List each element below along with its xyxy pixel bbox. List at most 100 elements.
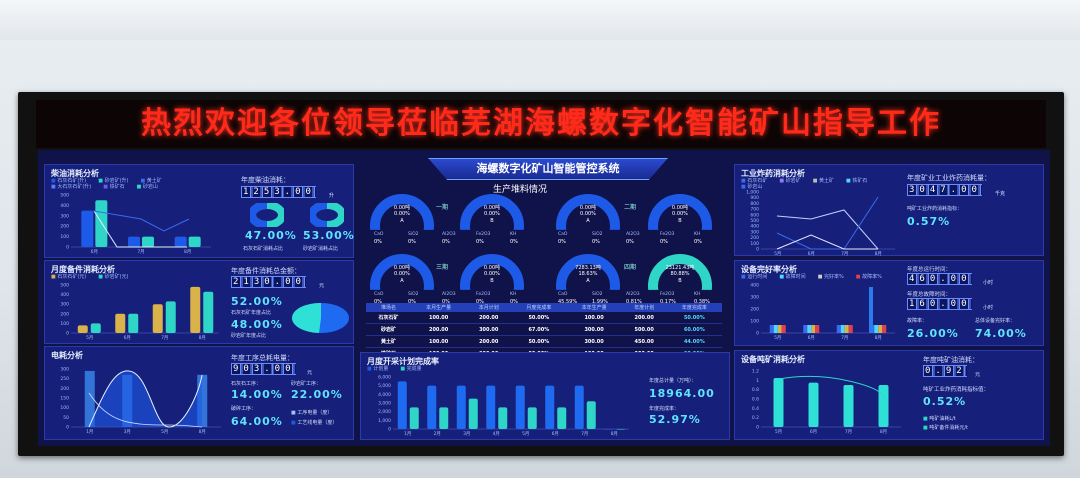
x-tick: 5月: [86, 335, 93, 341]
area: [89, 370, 202, 427]
x-tick: 7月: [161, 335, 168, 341]
table-cell: 500.00: [621, 323, 667, 336]
y-tick: 400: [60, 203, 69, 209]
element-name: SiO2: [592, 232, 603, 237]
gauge-value: 7283.13吨: [575, 265, 601, 271]
unit: 千克: [995, 191, 1006, 197]
table-cell: 50.00%: [511, 335, 567, 348]
y-tick: 400: [60, 292, 69, 298]
column-header: 年度计划: [621, 303, 667, 312]
element-name: KH: [694, 292, 701, 297]
element-labels: CaO SiO2 Al2O3 Fe2O3 KH: [558, 292, 716, 297]
x-tick: 6月: [552, 431, 559, 437]
panel-title: 设备完好率分析: [741, 265, 797, 274]
gauge-percent: 0.00%: [394, 211, 410, 217]
x-tick: 7月: [841, 251, 848, 257]
bar-plan: [427, 385, 437, 429]
element-name: CaO: [558, 232, 568, 237]
legend-item: ■ 铁矿石: [846, 178, 868, 184]
bar: [848, 325, 853, 333]
element-name: Fe2O3: [660, 292, 675, 297]
y-tick: 400: [750, 224, 759, 230]
bar-done: [468, 398, 478, 429]
stockpile-gauge: 0.00吨 0.00% B: [460, 254, 524, 290]
legend-2: ■ 工艺线电量（度）: [291, 420, 338, 426]
bar-done: [439, 407, 449, 429]
table-cell: 砂岩矿: [366, 323, 411, 336]
table-cell: 100.00: [566, 312, 622, 324]
bar-series-a: [81, 210, 94, 247]
y-tick: 2,000: [378, 409, 391, 415]
table-cell: 200.00: [411, 323, 467, 336]
bar-plan: [486, 385, 496, 429]
p2-value: 22.00%: [291, 388, 343, 401]
p3-label: 破碎工序：: [231, 406, 257, 412]
bar: [878, 385, 889, 427]
legend-item: ■ 砂岩矿: [779, 178, 801, 184]
pct-2: 48.00%: [231, 318, 283, 331]
p3-value: 64.00%: [231, 415, 283, 428]
bar: [843, 385, 854, 427]
gauge-percent: 80.88%: [670, 271, 690, 277]
element-value: 0%: [660, 239, 668, 245]
gauge-side: B: [678, 218, 682, 224]
unit: 元: [975, 372, 981, 378]
gauge-value: 0.00吨: [483, 265, 501, 271]
y-tick: 200: [750, 307, 759, 313]
x-tick: 2月: [434, 431, 441, 437]
table-row: 黄土矿 100.00 200.00 50.00% 300.00 450.00 44.00%: [366, 335, 722, 348]
ok-rate-label: 总体设备完好率：: [975, 318, 1016, 324]
legend-1: ■ 吨矿油耗L/t: [923, 416, 956, 422]
power-chart: 300 250 200 150 100 50 0 1月 3月 5月 8月: [60, 367, 221, 435]
pct-2: 53.00%: [303, 229, 355, 242]
bar-done: [498, 407, 508, 429]
y-tick: 6,000: [378, 375, 391, 381]
mining-rate-value: 52.97%: [649, 413, 701, 426]
y-tick: 0.8: [752, 387, 759, 393]
mining-plan-panel: 月度开采计划完成率 ■ 计划量 ■ 完成量 6,000 5,000 4,000 3,00…: [360, 352, 730, 440]
mining-total-value: 18964.00: [649, 387, 715, 400]
legend-item: ■ 完成量: [400, 366, 422, 372]
y-tick: 0.2: [752, 415, 759, 421]
line: [776, 196, 879, 250]
y-tick: 50: [63, 415, 69, 421]
bar-plan: [456, 385, 466, 429]
element-value: 45.59%: [558, 299, 578, 305]
ton-chart: 1.2 1 0.8 0.6 0.4 0.2 0 5月 6月 7月 8月: [752, 369, 901, 435]
explosive-idx-label: 吨矿工业炸药消耗指标：: [907, 206, 963, 212]
y-tick: 0.6: [752, 397, 759, 403]
table-cell: 450.00: [621, 335, 667, 348]
table-cell: 44.00%: [666, 335, 722, 348]
element-value: 0%: [374, 299, 382, 305]
pct-1-label: 石灰石矿消耗占比: [243, 246, 284, 252]
table-row: 石灰石矿 100.00 200.00 50.00% 100.00 200.00 50.00%: [366, 312, 722, 324]
y-tick: 100: [750, 319, 759, 325]
element-value: 0%: [592, 239, 600, 245]
diesel-chart: 500 400 300 200 100 0 6月 7月 8月: [60, 193, 211, 255]
table-cell: 石灰石矿: [366, 312, 411, 324]
bar: [808, 382, 819, 427]
legend-item: ■ 石灰石矿(元): [51, 274, 87, 280]
element-name: Fe2O3: [660, 232, 675, 237]
table-cell: 200.00: [466, 312, 512, 324]
bar-done: [586, 401, 596, 429]
x-tick: 6月: [810, 429, 817, 435]
element-name: Fe2O3: [476, 292, 491, 297]
table-cell: 100.00: [411, 335, 467, 348]
gauge-percent: 0.00%: [580, 211, 596, 217]
panel-title: 月度开采计划完成率: [367, 357, 439, 366]
x-tick: 8月: [880, 429, 887, 435]
pct-2-label: 砂岩矿年度占比: [231, 333, 267, 339]
y-tick: 400: [750, 283, 759, 289]
gauge-side: A: [586, 278, 590, 284]
bar-plan: [515, 385, 525, 429]
y-tick: 0: [66, 425, 69, 431]
element-name: SiO2: [408, 232, 419, 237]
element-value: 0%: [510, 239, 518, 245]
unit: 小时: [983, 280, 994, 286]
ok-rate: 74.00%: [975, 327, 1027, 340]
element-name: KH: [510, 292, 517, 297]
y-tick: 500: [60, 283, 69, 289]
x-tick: 7月: [137, 249, 144, 255]
